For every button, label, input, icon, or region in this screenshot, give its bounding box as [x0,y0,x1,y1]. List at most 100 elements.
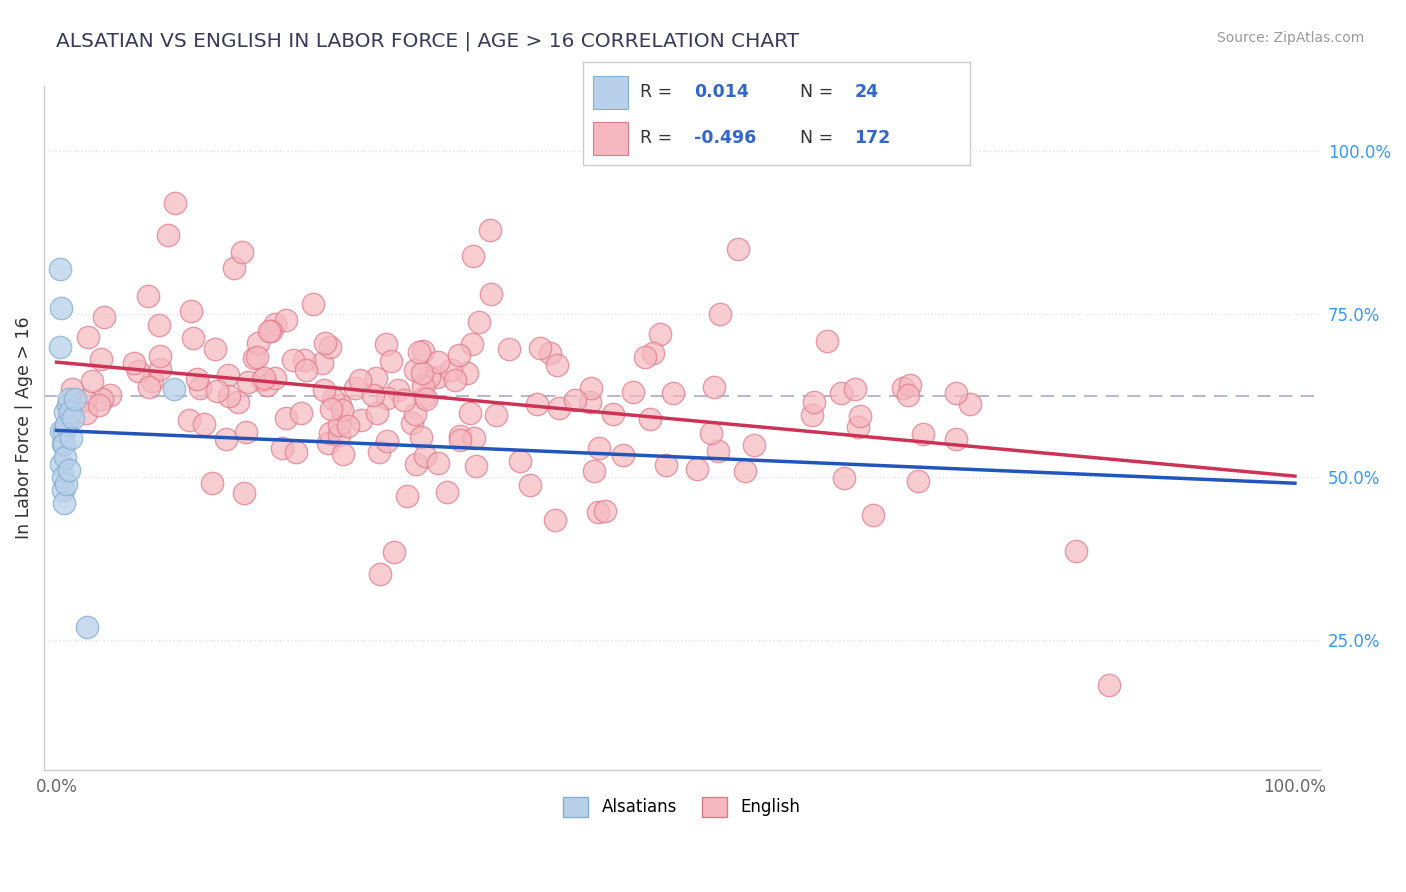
Point [703,380,725,394]
Point [201,476,224,491]
Point [188,381,211,395]
Point [436,485,458,500]
Point [412,379,434,393]
Point [485,408,508,422]
Point [456,366,478,380]
Point [519,477,541,491]
Point [186,372,208,386]
Point [76,620,98,634]
Point [579,381,602,395]
Point [163,382,186,396]
Point [586,505,609,519]
Point [53,405,76,419]
Point [449,433,471,447]
Point [426,355,449,369]
Point [319,425,342,440]
Point [73,392,96,407]
Point [180,303,202,318]
Point [588,441,610,455]
Point [404,363,426,377]
Point [49,340,72,354]
Point [235,425,257,439]
Point [458,406,481,420]
Point [328,427,350,442]
Point [319,340,342,354]
Point [405,457,427,471]
Point [181,331,204,345]
Point [707,444,730,458]
Point [231,245,253,260]
Point [582,464,605,478]
Point [60,382,83,396]
Point [52,437,75,451]
Point [529,341,551,355]
Point [226,395,249,409]
Point [742,438,765,452]
Text: ALSATIAN VS ENGLISH IN LABOR FORCE | AGE > 16 CORRELATION CHART: ALSATIAN VS ENGLISH IN LABOR FORCE | AGE… [56,31,799,51]
Text: Source: ZipAtlas.com: Source: ZipAtlas.com [1216,31,1364,45]
Point [343,381,366,395]
Point [285,445,308,459]
Point [727,242,749,256]
Point [295,362,318,376]
Text: N =: N = [800,83,834,101]
Point [945,432,967,446]
Point [51,457,73,471]
Point [59,405,82,419]
Point [830,386,852,401]
Point [891,381,914,395]
Point [815,334,838,348]
Point [222,261,245,276]
Point [699,425,721,440]
Point [260,324,283,338]
Point [77,330,100,344]
Point [290,406,312,420]
Point [51,301,73,315]
Point [426,369,449,384]
Point [332,447,354,461]
Point [801,409,824,423]
Point [149,362,172,376]
Point [375,434,398,448]
Point [413,390,436,404]
Text: N =: N = [800,129,834,147]
Point [127,364,149,378]
Point [217,368,239,382]
Point [205,384,228,398]
Point [709,307,731,321]
Point [256,377,278,392]
Point [193,417,215,431]
Point [53,450,76,465]
Point [621,384,644,399]
Point [411,430,433,444]
Point [276,411,298,425]
Point [336,419,359,434]
Point [370,567,392,582]
Point [461,337,484,351]
Point [686,462,709,476]
Point [396,489,419,503]
Text: 172: 172 [853,129,890,147]
Point [464,459,486,474]
Point [361,388,384,402]
Point [862,508,884,523]
Point [55,417,77,432]
Point [368,445,391,459]
Point [274,312,297,326]
Point [662,386,685,401]
Point [328,418,350,433]
Point [75,406,97,420]
Point [156,228,179,243]
Y-axis label: In Labor Force | Age > 16: In Labor Force | Age > 16 [15,317,32,540]
Point [98,387,121,401]
Point [401,416,423,430]
Point [844,382,866,396]
Point [911,426,934,441]
Point [849,409,872,424]
Point [60,431,83,445]
Point [292,353,315,368]
Point [612,448,634,462]
Point [413,450,436,464]
Point [55,476,77,491]
Point [392,392,415,407]
